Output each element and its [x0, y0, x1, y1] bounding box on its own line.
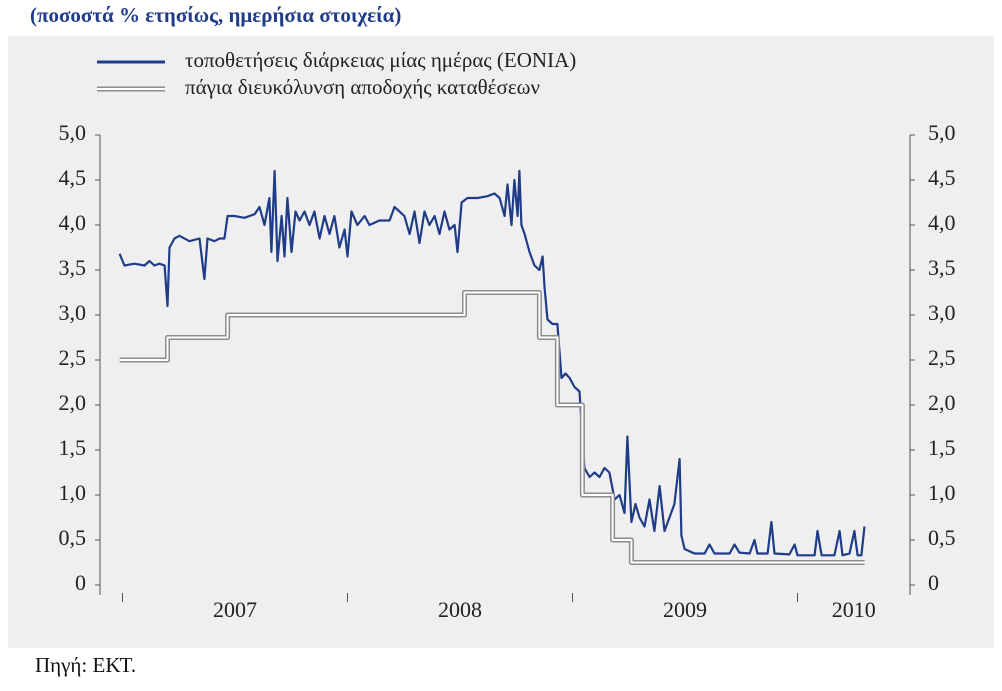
x-tick-label: 2007: [213, 597, 257, 622]
y2-tick-label: 2,0: [928, 390, 956, 415]
y-tick-label: 2,5: [59, 345, 87, 370]
y2-tick-label: 3,5: [928, 255, 956, 280]
x-tick-label: 2009: [663, 597, 707, 622]
x-tick-label: 2010: [832, 597, 876, 622]
y2-tick-label: 0,5: [928, 525, 956, 550]
y2-tick-label: 0: [928, 570, 939, 595]
y-tick-label: 1,0: [59, 480, 87, 505]
legend-label: τοποθετήσεις διάρκειας μίας ημέρας (EONI…: [185, 48, 576, 72]
y2-tick-label: 4,0: [928, 210, 956, 235]
x-tick-label: 2008: [438, 597, 482, 622]
legend-label: πάγια διευκόλυνση αποδοχής καταθέσεων: [185, 75, 540, 99]
line: [118, 169, 866, 557]
y-tick-label: 2,0: [59, 390, 87, 415]
chart-title: (ποσοστά % ετησίως, ημερήσια στοιχεία): [30, 3, 401, 27]
y-tick-label: 4,0: [59, 210, 87, 235]
y2-tick-label: 1,5: [928, 435, 956, 460]
y-tick-label: 0,5: [59, 525, 87, 550]
y2-tick-label: 4,5: [928, 165, 956, 190]
y2-tick-label: 2,5: [928, 345, 956, 370]
y2-tick-label: 1,0: [928, 480, 956, 505]
y-tick-label: 1,5: [59, 435, 87, 460]
y-tick-label: 4,5: [59, 165, 87, 190]
source: Πηγή: ΕΚΤ.: [35, 653, 136, 677]
y-tick-label: 0: [75, 570, 86, 595]
y2-tick-label: 5,0: [928, 120, 956, 145]
y-tick-label: 5,0: [59, 120, 87, 145]
line-core: [119, 291, 865, 564]
y2-tick-label: 3,0: [928, 300, 956, 325]
y-tick-label: 3,0: [59, 300, 87, 325]
panel: [8, 36, 994, 648]
y-tick-label: 3,5: [59, 255, 87, 280]
